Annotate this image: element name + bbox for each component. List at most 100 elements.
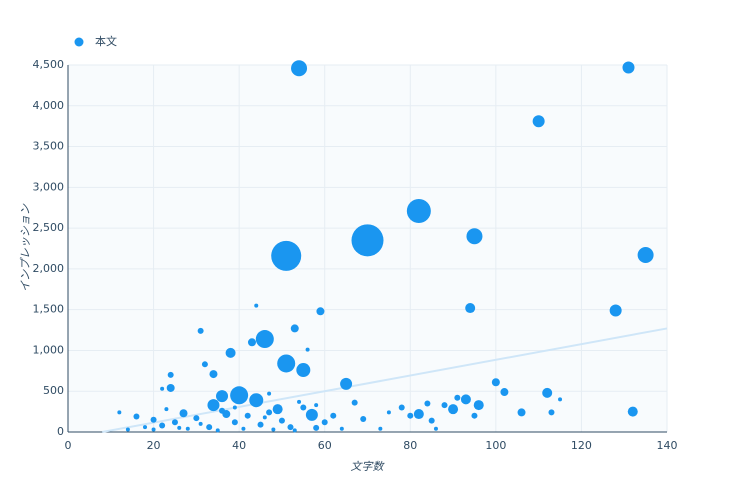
bubble <box>466 228 483 245</box>
bubble <box>428 417 435 424</box>
bubble <box>271 240 302 271</box>
y-tick-label: 0 <box>57 425 64 438</box>
bubble <box>160 386 165 391</box>
bubble <box>277 354 296 373</box>
x-tick-label: 60 <box>318 439 332 452</box>
bubble <box>542 387 553 398</box>
bubble <box>517 408 526 417</box>
bubble <box>230 386 249 405</box>
bubble <box>424 400 431 407</box>
bubble <box>622 61 635 74</box>
x-axis-title: 文字数 <box>351 460 386 473</box>
bubble <box>198 421 203 426</box>
bubble <box>398 404 405 411</box>
bubble <box>500 388 509 397</box>
bubble <box>225 347 236 358</box>
y-tick-label: 500 <box>43 384 64 397</box>
bubble <box>215 428 220 433</box>
bubble <box>125 427 130 432</box>
bubble <box>360 415 367 422</box>
y-tick-label: 3,500 <box>33 140 65 153</box>
bubble <box>351 224 384 257</box>
bubble <box>143 425 148 430</box>
bubble <box>207 399 220 412</box>
bubble <box>406 198 431 223</box>
bubble <box>297 399 302 404</box>
bubble <box>257 421 264 428</box>
bubble <box>177 425 182 430</box>
x-tick-label: 40 <box>232 439 246 452</box>
y-tick-label: 1,500 <box>33 303 65 316</box>
y-tick-label: 4,000 <box>33 99 65 112</box>
x-tick-label: 140 <box>657 439 678 452</box>
bubble <box>241 426 246 431</box>
bubble <box>193 415 200 422</box>
bubble <box>290 324 299 333</box>
bubble <box>278 417 285 424</box>
y-tick-label: 2,000 <box>33 262 65 275</box>
bubble <box>454 394 461 401</box>
bubble <box>231 419 238 426</box>
bubble <box>491 378 500 387</box>
bubble <box>206 424 213 431</box>
bubble <box>627 406 638 417</box>
bubble <box>448 404 459 415</box>
bubble <box>532 115 545 128</box>
bubble <box>316 307 325 316</box>
bubble <box>305 408 318 421</box>
bubble <box>247 338 256 347</box>
bubble <box>386 410 391 415</box>
bubble <box>609 304 622 317</box>
bubble <box>287 424 294 431</box>
bubble <box>266 409 273 416</box>
bubble <box>305 347 310 352</box>
bubble <box>267 391 272 396</box>
bubble <box>185 426 190 431</box>
bubble <box>201 361 208 368</box>
bubble <box>465 303 476 314</box>
bubble <box>460 394 471 405</box>
x-tick-label: 20 <box>147 439 161 452</box>
bubble <box>407 412 414 419</box>
bubble <box>167 371 174 378</box>
bubble <box>151 427 156 432</box>
y-tick-label: 4,500 <box>33 58 65 71</box>
bubble <box>179 409 188 418</box>
bubble <box>548 409 555 416</box>
bubble <box>272 404 283 415</box>
bubble <box>300 404 307 411</box>
bubble <box>249 393 264 408</box>
legend-marker <box>74 37 84 47</box>
bubble <box>292 428 297 433</box>
bubble <box>340 377 353 390</box>
bubble <box>441 402 448 409</box>
bubble <box>219 407 226 414</box>
bubble <box>313 424 320 431</box>
bubble <box>244 412 251 419</box>
y-axis-title: インプレッション <box>19 203 32 292</box>
bubble <box>150 416 157 423</box>
bubble <box>314 403 319 408</box>
bubble <box>133 413 140 420</box>
bubble <box>330 412 337 419</box>
bubble <box>209 370 218 379</box>
bubble <box>413 409 424 420</box>
bubble <box>197 327 204 334</box>
x-tick-label: 0 <box>65 439 72 452</box>
x-tick-label: 120 <box>571 439 592 452</box>
bubble <box>164 407 169 412</box>
bubble <box>473 400 484 411</box>
y-tick-label: 3,000 <box>33 180 65 193</box>
bubble <box>171 419 178 426</box>
x-tick-label: 100 <box>485 439 506 452</box>
bubble <box>637 247 654 264</box>
bubble <box>433 426 438 431</box>
bubble <box>262 415 267 420</box>
y-tick-label: 2,500 <box>33 221 65 234</box>
bubble <box>271 427 276 432</box>
bubble <box>255 330 274 349</box>
trend-line <box>102 327 668 433</box>
bubble <box>471 412 478 419</box>
